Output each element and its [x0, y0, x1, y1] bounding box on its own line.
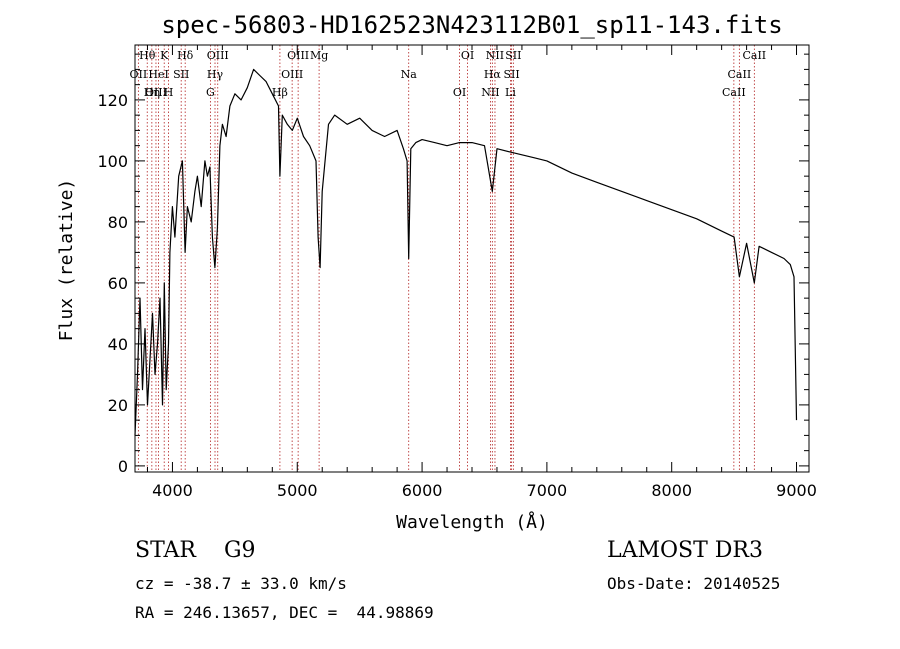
chart-title: spec-56803-HD162523N423112B01_sp11-143.f… — [161, 11, 782, 39]
survey-name: LAMOST DR3 — [607, 538, 763, 563]
line-marker-label: Hδ — [177, 49, 194, 62]
line-marker-label: Hβ — [272, 86, 288, 99]
line-marker-label: OIII — [287, 49, 309, 62]
y-axis-ticks: 0 20 40 60 80 100 120 — [97, 53, 809, 476]
x-axis-label: Wavelength (Å) — [396, 511, 548, 533]
x-tick-label: 9000 — [776, 481, 817, 500]
line-marker-label: H — [164, 86, 174, 99]
x-tick-label: 4000 — [152, 481, 193, 500]
line-marker-label: Na — [401, 68, 418, 81]
line-marker-label: OIII — [281, 68, 303, 81]
plot-frame — [134, 44, 810, 473]
sky-coordinates: RA = 246.13657, DEC = 44.98869 — [135, 603, 434, 622]
line-marker-label: OI — [453, 86, 466, 99]
line-marker-label: Li — [505, 86, 516, 99]
line-marker-label: CaII — [722, 86, 746, 99]
y-tick-label: 120 — [97, 91, 128, 110]
x-tick-label: 6000 — [402, 481, 443, 500]
observation-date: Obs-Date: 20140525 — [607, 574, 781, 593]
line-marker-label: OIII — [207, 49, 229, 62]
line-marker-label: SII — [505, 49, 521, 62]
line-marker-label: CaII — [728, 68, 752, 81]
y-tick-label: 60 — [108, 274, 128, 293]
redshift-velocity: cz = -38.7 ± 33.0 km/s — [135, 574, 347, 593]
line-marker-label: Mg — [310, 49, 328, 62]
line-marker-label: K — [160, 49, 169, 62]
spectral-line-markers — [137, 45, 755, 472]
line-marker-label: Hη — [144, 86, 160, 99]
line-marker-label: NII — [486, 49, 504, 62]
line-marker-label: G — [206, 86, 215, 99]
y-tick-label: 100 — [97, 152, 128, 171]
line-marker-label: OI — [461, 49, 474, 62]
line-marker-label: NII — [481, 86, 499, 99]
line-marker-label: CaII — [742, 49, 766, 62]
y-tick-label: 20 — [108, 396, 128, 415]
line-marker-label: HeI — [148, 68, 168, 81]
spectral-line-labels: HθOIIOIIIKHeIHηHδSIIHOIIIHγGOIIIOIIIHβMg… — [130, 49, 767, 99]
y-tick-label: 40 — [108, 335, 128, 354]
x-tick-label: 7000 — [527, 481, 568, 500]
line-marker-label: SII — [503, 68, 519, 81]
y-tick-label: 0 — [118, 457, 128, 476]
line-marker-label: Hθ — [139, 49, 156, 62]
x-tick-label: 5000 — [277, 481, 318, 500]
line-marker-label: Hγ — [207, 68, 224, 81]
line-marker-label: OIII — [145, 86, 167, 99]
line-marker-label: OII — [130, 68, 148, 81]
x-tick-label: 8000 — [651, 481, 692, 500]
y-axis-label: Flux (relative) — [56, 179, 77, 342]
spectrum-series-line — [134, 68, 798, 436]
object-class: STAR G9 — [135, 538, 256, 563]
y-tick-label: 80 — [108, 213, 128, 232]
line-marker-label: SII — [173, 68, 189, 81]
line-marker-label: Hα — [484, 68, 502, 81]
x-axis-ticks: 4000 5000 6000 7000 8000 9000 — [146, 45, 817, 500]
